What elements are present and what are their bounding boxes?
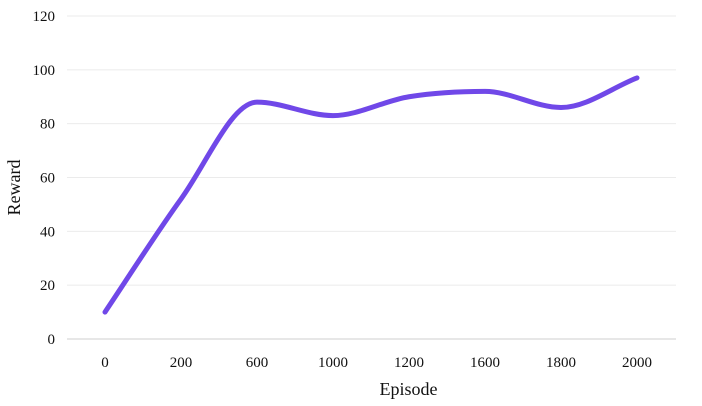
x-tick-label: 1600 xyxy=(470,355,500,371)
x-tick-labels: 0 200 600 1000 1200 1600 1800 2000 xyxy=(101,355,652,371)
x-tick-label: 2000 xyxy=(622,355,652,371)
y-tick-label: 0 xyxy=(48,332,56,348)
y-tick-label: 120 xyxy=(33,9,56,25)
y-axis-title: Reward xyxy=(4,160,24,216)
x-tick-label: 1200 xyxy=(394,355,424,371)
x-tick-label: 200 xyxy=(170,355,193,371)
reward-series-line xyxy=(102,75,640,315)
y-tick-label: 20 xyxy=(40,278,55,294)
y-tick-label: 100 xyxy=(33,63,56,79)
x-tick-label: 1800 xyxy=(546,355,576,371)
y-tick-label: 40 xyxy=(40,224,55,240)
y-tick-labels: 0 20 40 60 80 100 120 xyxy=(33,9,56,348)
y-tick-label: 60 xyxy=(40,171,55,187)
gridlines xyxy=(67,15,676,340)
x-tick-label: 1000 xyxy=(318,355,348,371)
y-tick-label: 80 xyxy=(40,117,55,133)
x-tick-label: 0 xyxy=(101,355,109,371)
x-axis-title: Episode xyxy=(380,379,438,399)
x-tick-label: 600 xyxy=(246,355,269,371)
